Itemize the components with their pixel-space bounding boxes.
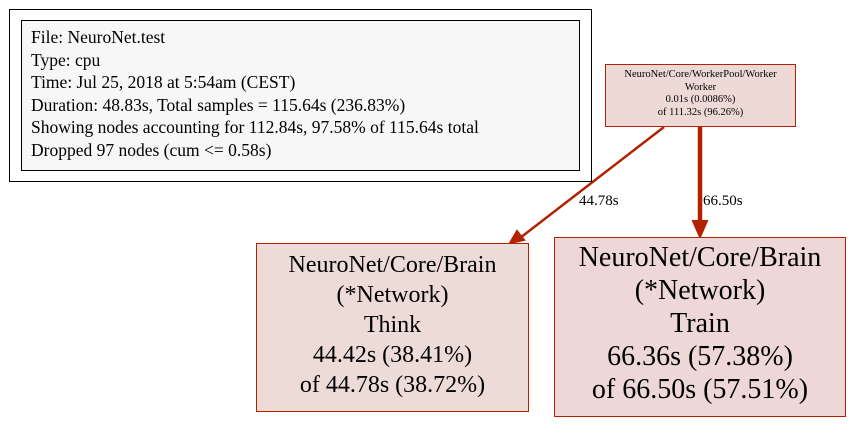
info-time: Time: Jul 25, 2018 at 5:54am (CEST)	[31, 72, 296, 92]
profile-info-panel: File: NeuroNet.test Type: cpu Time: Jul …	[21, 20, 580, 171]
node-think-function: Think	[363, 312, 422, 338]
node-worker-cum: of 111.32s (96.26%)	[657, 106, 744, 118]
node-think-flat: 44.42s (38.41%)	[312, 342, 473, 368]
arrowhead-icon	[507, 229, 526, 245]
info-showing-nodes: Showing nodes accounting for 112.84s, 97…	[31, 117, 479, 137]
info-duration: Duration: 48.83s, Total samples = 115.64…	[31, 94, 406, 115]
node-worker-function: Worker	[684, 81, 717, 93]
edge-label-train: 66.50s	[703, 193, 743, 209]
node-train-receiver: (*Network)	[634, 275, 766, 306]
node-train-package: NeuroNet/Core/Brain	[578, 242, 822, 273]
node-worker-flat: 0.01s (0.0086%)	[665, 94, 736, 105]
info-file: File: NeuroNet.test	[31, 27, 166, 47]
node-think-cum: of 44.78s (38.72%)	[299, 372, 486, 398]
arrowhead-icon	[691, 220, 709, 240]
node-think[interactable]: NeuroNet/Core/Brain (*Network) Think 44.…	[256, 243, 529, 412]
node-worker[interactable]: NeuroNet/Core/WorkerPool/Worker Worker 0…	[605, 64, 796, 127]
profile-info-legend: File: NeuroNet.test Type: cpu Time: Jul …	[9, 9, 592, 182]
node-train-cum: of 66.50s (57.51%)	[591, 374, 809, 405]
node-worker-package: NeuroNet/Core/WorkerPool/Worker	[624, 69, 777, 80]
node-train-flat: 66.36s (57.38%)	[607, 341, 793, 372]
info-type: Type: cpu	[31, 49, 101, 70]
info-dropped-nodes: Dropped 97 nodes (cum <= 0.58s)	[31, 139, 272, 160]
edge-worker-to-train[interactable]	[691, 127, 709, 240]
edge-worker-to-think[interactable]	[507, 126, 665, 245]
node-think-receiver: (*Network)	[336, 282, 449, 308]
node-train-function: Train	[670, 308, 730, 339]
edge-label-think: 44.78s	[579, 193, 619, 209]
node-think-package: NeuroNet/Core/Brain	[288, 252, 497, 278]
node-train[interactable]: NeuroNet/Core/Brain (*Network) Train 66.…	[554, 237, 846, 417]
